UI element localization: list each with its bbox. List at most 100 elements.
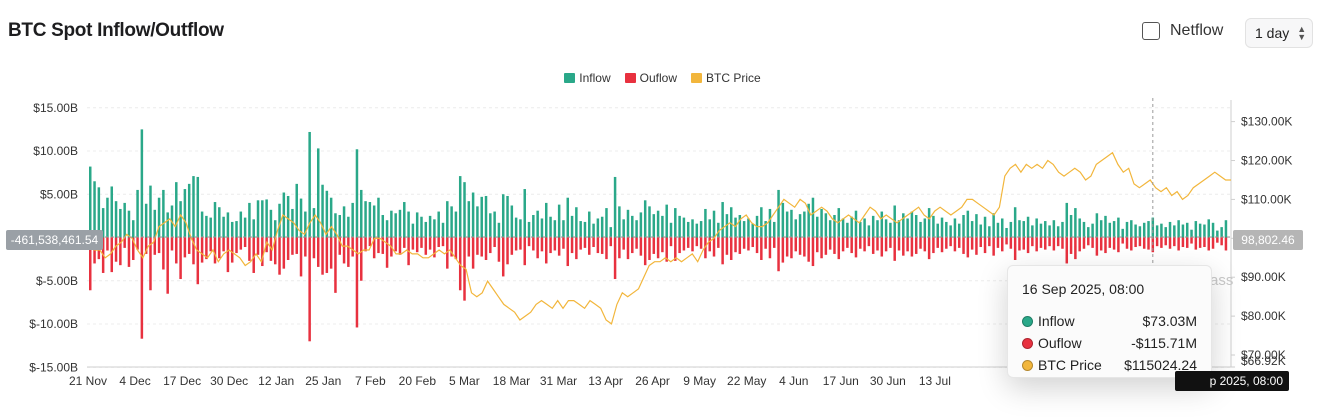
- inflow-bar: [1069, 215, 1073, 238]
- inflow-bar: [669, 222, 673, 238]
- legend-item-btc-price[interactable]: BTC Price: [691, 71, 761, 85]
- legend-item-outflow[interactable]: Ouflow: [624, 71, 678, 85]
- outflow-bar: [652, 237, 656, 254]
- outflow-bar: [661, 237, 664, 253]
- inflow-bar: [798, 214, 802, 238]
- legend-label-outflow: Ouflow: [639, 71, 678, 85]
- outflow-bar: [863, 237, 866, 252]
- outflow-bar: [140, 237, 144, 339]
- outflow-bar: [1138, 237, 1142, 247]
- inflow-bar: [1155, 225, 1159, 238]
- outflow-bar: [704, 237, 707, 259]
- inflow-bar: [841, 218, 845, 238]
- outflow-bar: [1112, 237, 1116, 250]
- inflow-bar: [1022, 221, 1026, 238]
- inflow-bar: [1173, 225, 1176, 238]
- inflow-bar: [777, 189, 780, 238]
- outflow-bar: [467, 237, 471, 257]
- inflow-bar: [381, 215, 385, 238]
- inflow-bar: [1052, 220, 1056, 238]
- inflow-bar: [945, 221, 948, 238]
- outflow-bar: [816, 237, 819, 253]
- x-tick-label: 25 Jan: [305, 374, 341, 388]
- outflow-bar: [975, 237, 978, 255]
- outflow-bar: [777, 237, 780, 272]
- outflow-bar: [600, 237, 604, 254]
- outflow-bar: [179, 237, 182, 280]
- outflow-bar: [527, 237, 531, 247]
- outflow-bar: [1001, 237, 1004, 252]
- inflow-bar: [1078, 218, 1081, 238]
- outflow-bar: [1074, 237, 1077, 260]
- inflow-bar: [89, 166, 92, 238]
- outflow-bar: [1104, 237, 1107, 254]
- inflow-bar: [674, 208, 677, 238]
- x-tick-label: 22 May: [727, 374, 766, 388]
- inflow-bar: [639, 212, 643, 238]
- inflow-bar: [1108, 222, 1112, 238]
- inflow-bar: [317, 148, 320, 238]
- outflow-bar: [833, 237, 836, 254]
- inflow-bar: [506, 195, 509, 238]
- y-left-tick-label: $10.00B: [33, 144, 78, 158]
- inflow-bar: [717, 222, 720, 238]
- inflow-bar: [501, 194, 505, 238]
- inflow-bar: [1035, 218, 1038, 238]
- inflow-bar: [656, 210, 660, 238]
- outflow-bar: [914, 237, 918, 254]
- inflow-bar: [355, 149, 359, 238]
- inflow-bar: [1013, 207, 1017, 238]
- outflow-bar: [760, 237, 763, 260]
- outflow-bar: [979, 237, 982, 248]
- legend-item-inflow[interactable]: Inflow: [564, 71, 611, 85]
- inflow-bar: [403, 202, 406, 238]
- outflow-bar: [1181, 237, 1185, 248]
- outflow-bar: [781, 237, 785, 263]
- outflow-bar: [252, 237, 255, 273]
- inflow-bar: [1194, 221, 1198, 238]
- inflow-bar: [648, 206, 651, 238]
- outflow-bar: [699, 237, 703, 249]
- outflow-bar: [583, 237, 587, 248]
- outflow-bar: [1087, 237, 1090, 246]
- outflow-bar: [523, 237, 526, 266]
- inflow-bar: [338, 215, 342, 238]
- outflow-bar: [932, 237, 935, 254]
- inflow-bar: [252, 219, 255, 238]
- outflow-bar: [127, 237, 131, 267]
- inflow-bar: [850, 216, 853, 238]
- tooltip-row-outflow: Ouflow -$115.71M: [1022, 335, 1197, 351]
- outflow-bar: [841, 237, 845, 252]
- inflow-bar: [93, 181, 96, 238]
- inflow-bar: [360, 189, 363, 238]
- inflow-bar: [661, 215, 664, 238]
- y-left-tick-label: $-15.00B: [29, 360, 78, 374]
- inflow-bar: [678, 215, 681, 238]
- inflow-bar: [1009, 221, 1013, 238]
- outflow-bar: [1160, 237, 1163, 248]
- period-select[interactable]: 1 day ▲ ▼: [1245, 18, 1313, 48]
- inflow-bar: [334, 213, 337, 238]
- netflow-toggle[interactable]: Netflow: [1142, 22, 1223, 40]
- outflow-bar: [897, 237, 901, 251]
- outflow-bar: [988, 237, 991, 247]
- outflow-bar: [859, 237, 862, 249]
- x-tick-label: 4 Dec: [119, 374, 150, 388]
- inflow-bar: [566, 197, 570, 238]
- inflow-bar: [605, 208, 608, 238]
- netflow-checkbox[interactable]: [1142, 22, 1160, 40]
- outflow-bar: [334, 237, 337, 293]
- tooltip-value-btc-price: $115024.24: [1124, 357, 1197, 373]
- outflow-bar: [850, 237, 853, 254]
- inflow-bar: [265, 199, 268, 238]
- x-tick-label: 20 Feb: [399, 374, 437, 388]
- inflow-bar: [712, 210, 716, 238]
- chart-legend: Inflow Ouflow BTC Price: [0, 71, 1325, 85]
- inflow-bar: [781, 202, 785, 238]
- outflow-bar: [906, 237, 909, 252]
- inflow-bar: [992, 213, 995, 238]
- inflow-bar: [1220, 227, 1223, 238]
- outflow-bar: [695, 237, 699, 247]
- inflow-bar: [514, 217, 518, 238]
